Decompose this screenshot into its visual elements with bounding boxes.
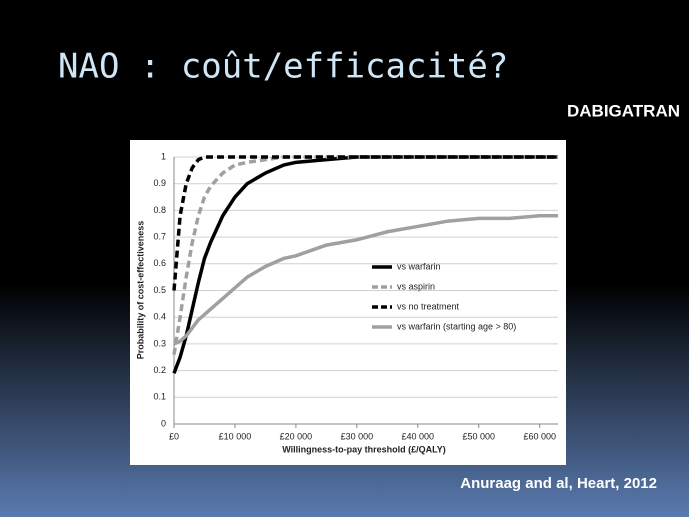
source: Anuraag and al, Heart, 2012 — [460, 475, 657, 492]
x-tick-label: £0 — [169, 431, 179, 441]
legend-label: vs warfarin — [397, 261, 441, 271]
y-tick-label: 0.7 — [153, 231, 166, 241]
legend-label: vs aspirin — [397, 281, 435, 291]
y-tick-label: 0 — [161, 418, 166, 428]
x-tick-label: £10 000 — [219, 431, 252, 441]
chart-panel — [130, 140, 566, 465]
series-line — [173, 213, 558, 346]
y-tick-label: 0.5 — [153, 285, 166, 295]
y-tick-label: 0.2 — [153, 365, 166, 375]
legend-label: vs warfarin (starting age > 80) — [397, 321, 516, 331]
x-tick-label: £40 000 — [402, 431, 435, 441]
y-tick-label: 1 — [161, 151, 166, 161]
y-axis-label: Probability of cost-effectiveness — [135, 221, 145, 360]
x-tick-label: £30 000 — [341, 431, 374, 441]
legend-label: vs no treatment — [397, 301, 460, 311]
y-tick-label: 0.3 — [153, 338, 166, 348]
x-tick-label: £60 000 — [523, 431, 556, 441]
x-tick-label: £20 000 — [280, 431, 313, 441]
chart: Willingness-to-pay threshold (£/QALY) Pr… — [135, 151, 558, 454]
y-tick-label: 0.1 — [153, 392, 166, 402]
tag: DABIGATRAN — [567, 101, 680, 120]
series-line — [172, 155, 558, 291]
y-tick-label: 0.6 — [153, 258, 166, 268]
slide-title: NAO : coût/efficacité? — [58, 47, 508, 87]
x-axis-label: Willingness-to-pay threshold (£/QALY) — [282, 444, 446, 454]
y-tick-label: 0.9 — [153, 178, 166, 188]
x-tick-label: £50 000 — [462, 431, 495, 441]
y-tick-label: 0.8 — [153, 205, 166, 215]
y-tick-label: 0.4 — [153, 312, 166, 322]
